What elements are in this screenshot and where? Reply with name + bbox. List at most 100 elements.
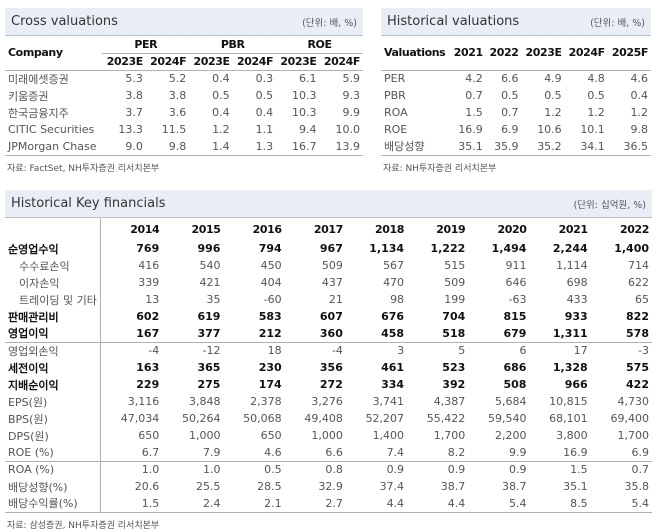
- value-cell: 36.5: [623, 139, 649, 153]
- value-cell: 437: [321, 276, 343, 289]
- value-cell: 69,400: [610, 412, 650, 425]
- value-cell: 167: [136, 326, 160, 340]
- row-label: 영업외손익: [5, 342, 101, 359]
- group-header: PER: [102, 36, 190, 54]
- year-header: 2020: [497, 222, 527, 236]
- year-header: 2024F: [236, 55, 274, 68]
- table-row: 키움증권 3.8 3.8 0.5 0.5 10.3 9.3: [5, 87, 363, 104]
- table-row: EPS(원) 3,116 3,848 2,378 3,276 3,741 4,387 5,68…: [5, 393, 652, 410]
- value-cell: 911: [505, 259, 527, 272]
- value-cell: 704: [442, 310, 466, 323]
- value-cell: 619: [197, 310, 221, 323]
- value-cell: 1,700: [433, 429, 466, 442]
- row-label: 판매관리비: [5, 308, 101, 325]
- value-cell: 1.2: [587, 106, 605, 119]
- value-cell: 1.5: [570, 463, 588, 477]
- value-cell: 1,400: [372, 429, 405, 442]
- value-cell: 509: [444, 276, 466, 289]
- row-label: 배당성향(%): [5, 478, 101, 495]
- value-cell: 470: [383, 276, 405, 289]
- row-label: 세전이익: [5, 359, 101, 376]
- value-cell: 3,276: [311, 395, 343, 408]
- unit-label: (단위: 배, %): [590, 17, 645, 29]
- table-row: 판매관리비 602 619 583 607 676 704 815 933 822: [5, 308, 652, 325]
- value-cell: 6: [519, 344, 527, 358]
- value-cell: 714: [628, 259, 649, 272]
- value-cell: 32.9: [318, 480, 343, 493]
- value-cell: 0.9: [508, 463, 527, 477]
- value-cell: 3.6: [168, 106, 187, 119]
- table-row: 배당수익률(%) 1.5 2.4 2.1 2.7 4.4 4.4 5.4 8.5 5.4: [5, 495, 652, 512]
- value-cell: 334: [381, 378, 405, 391]
- value-cell: 458: [381, 326, 405, 340]
- value-cell: 3.8: [168, 89, 187, 102]
- value-cell: 1.2: [544, 106, 562, 119]
- table-row: PBR 0.7 0.5 0.5 0.5 0.4: [381, 87, 651, 104]
- table-row: PER 4.2 6.6 4.9 4.8 4.6: [381, 70, 651, 87]
- value-cell: 13: [145, 293, 160, 306]
- value-cell: 35.8: [624, 480, 650, 493]
- year-header: 2024F: [150, 55, 187, 68]
- value-cell: 686: [503, 361, 527, 374]
- value-cell: 10.0: [335, 123, 361, 136]
- value-cell: 230: [258, 361, 282, 374]
- value-cell: 450: [260, 259, 282, 272]
- table-row: BPS(원) 47,034 50,264 50,068 49,408 52,207 55,4…: [5, 410, 652, 427]
- row-label: 배당수익률(%): [5, 495, 101, 512]
- key-financials-table: 2014 2015 2016 2017 2018 2019 2020 2021 2022 순영업…: [5, 218, 652, 513]
- value-cell: 68,101: [549, 412, 588, 425]
- year-header: 2025F: [611, 46, 649, 60]
- panel-title: Historical valuations: [387, 14, 520, 29]
- value-cell: 966: [564, 378, 588, 391]
- value-cell: 365: [197, 361, 221, 374]
- year-header: 2018: [375, 222, 405, 236]
- value-cell: 1,134: [369, 242, 405, 255]
- value-cell: 35: [206, 293, 221, 306]
- value-cell: 1.2: [212, 123, 230, 136]
- value-cell: 0.7: [631, 463, 650, 477]
- value-cell: 4.2: [465, 72, 483, 86]
- table-row: 순영업수익 769 996 794 967 1,134 1,222 1,494 2,244 1,4…: [5, 240, 652, 257]
- value-cell: -60: [263, 293, 282, 306]
- year-header: 2023E: [193, 55, 231, 68]
- metric-name: ROE: [384, 123, 408, 136]
- year-header: 2023E: [525, 46, 563, 60]
- value-cell: 10,815: [549, 395, 588, 408]
- value-cell: 5.4: [631, 496, 650, 510]
- value-cell: 0.4: [630, 89, 649, 102]
- value-cell: 0.5: [255, 89, 274, 102]
- year-header: 2023E: [106, 55, 144, 68]
- table-row: 배당성향(%) 20.6 25.5 28.5 32.9 37.4 38.7 38.7 35.1 3…: [5, 478, 652, 495]
- value-cell: 13.3: [118, 123, 143, 136]
- panel-header: Historical Key financials (단위: 십억원, %): [5, 190, 652, 218]
- value-cell: 13.9: [335, 139, 361, 153]
- value-cell: -3: [638, 344, 649, 358]
- value-cell: 9.3: [342, 89, 361, 102]
- value-cell: 5.4: [508, 496, 527, 510]
- group-header: ROE: [276, 36, 363, 54]
- year-header: 2019: [436, 222, 466, 236]
- value-cell: 0.7: [501, 106, 519, 119]
- value-cell: 523: [442, 361, 466, 374]
- value-cell: 47,034: [120, 412, 160, 425]
- value-cell: 0.3: [255, 72, 274, 86]
- value-cell: 17: [573, 344, 588, 358]
- value-cell: 1,000: [311, 429, 343, 442]
- value-cell: 50,068: [243, 412, 282, 425]
- value-cell: 575: [626, 361, 649, 374]
- value-cell: 38.7: [440, 480, 466, 493]
- table-row: ROA 1.5 0.7 1.2 1.2 1.2: [381, 104, 651, 121]
- value-cell: 2.1: [264, 496, 282, 510]
- table-row: ROE 16.9 6.9 10.6 10.1 9.8: [381, 121, 651, 138]
- value-cell: 199: [444, 293, 466, 306]
- table-row: CITIC Securities 13.3 11.5 1.2 1.1 9.4 10.0: [5, 121, 363, 138]
- value-cell: 1.1: [255, 123, 274, 136]
- value-cell: 4.4: [447, 496, 466, 510]
- value-cell: 9.8: [168, 139, 187, 153]
- year-header: 2016: [252, 222, 282, 236]
- value-cell: 0.5: [544, 89, 562, 102]
- value-cell: 229: [136, 378, 160, 391]
- value-cell: 0.9: [386, 463, 405, 477]
- value-cell: 1.5: [465, 106, 483, 119]
- value-cell: 275: [197, 378, 221, 391]
